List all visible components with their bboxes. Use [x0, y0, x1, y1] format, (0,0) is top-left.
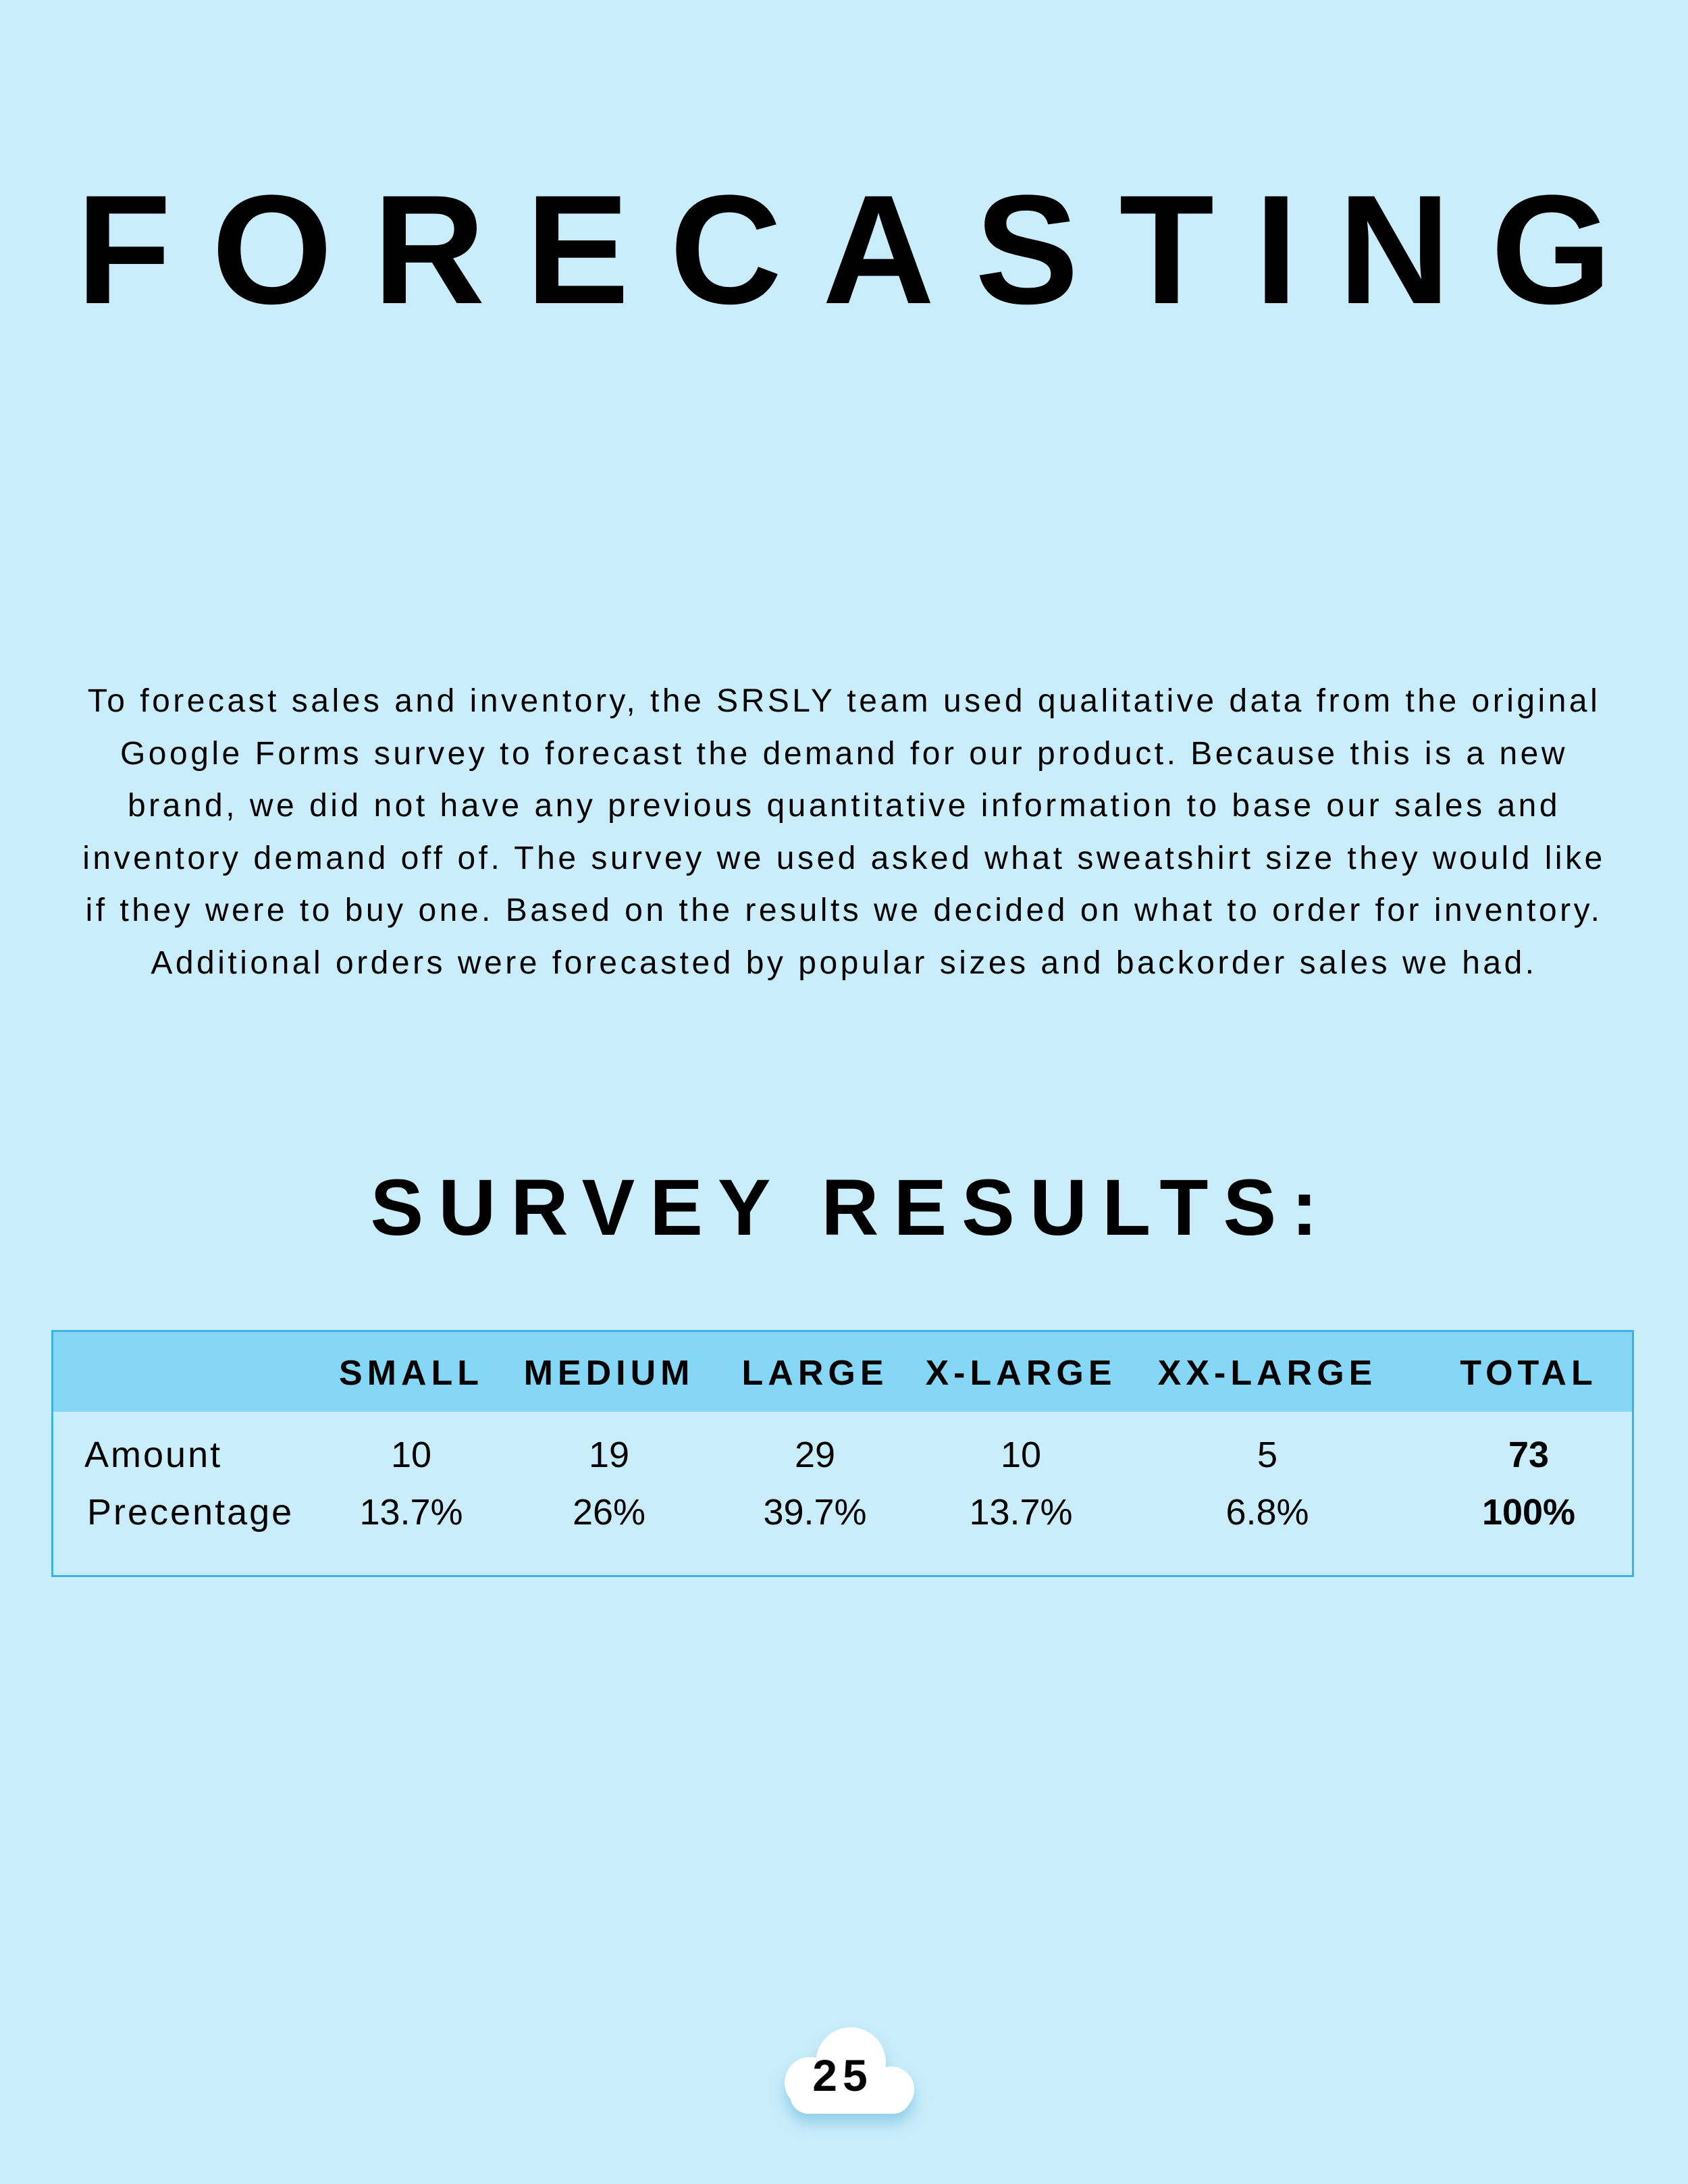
cloud-icon [785, 2027, 914, 2114]
table-cell: 10 [390, 1435, 432, 1475]
table: SMALL MEDIUM LARGE X-LARGE XX-LARGE TOTAL Amou… [51, 1330, 1634, 1577]
column-header: LARGE [741, 1354, 889, 1393]
table-cell: 10 [1000, 1435, 1042, 1475]
table-header [53, 1332, 1632, 1412]
table-cell: 73 [1508, 1435, 1550, 1475]
table-cell: 100% [1481, 1492, 1576, 1533]
column-header: TOTAL [1460, 1354, 1598, 1393]
column-header: XX-LARGE [1157, 1354, 1377, 1393]
row-label: Amount [84, 1435, 223, 1475]
table-cell: 19 [588, 1435, 630, 1475]
page-title: FORECASTING [76, 163, 1652, 336]
table-cell: 39.7% [763, 1492, 867, 1533]
table-cell: 29 [794, 1435, 836, 1475]
row-label: Precentage [87, 1492, 294, 1533]
column-header: X-LARGE [925, 1354, 1117, 1393]
column-header: MEDIUM [523, 1354, 695, 1393]
page-number: 25 [812, 2050, 873, 2100]
table-cell: 26% [572, 1492, 646, 1533]
column-header: SMALL [338, 1354, 484, 1393]
paragraph: To forecast sales and inventory, the SRS… [82, 683, 1606, 981]
section-title: SURVEY RESULTS: [370, 1163, 1333, 1252]
table-cell: 6.8% [1225, 1492, 1309, 1533]
table-cell: 13.7% [969, 1492, 1073, 1533]
table-cell: 5 [1257, 1435, 1278, 1475]
table-cell: 13.7% [359, 1492, 463, 1533]
